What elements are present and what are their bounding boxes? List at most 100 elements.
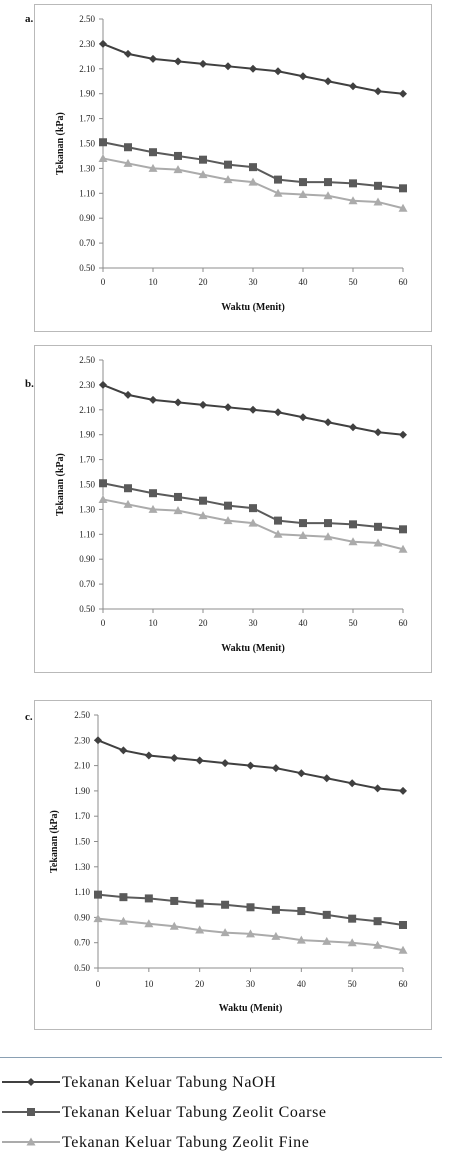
data-point bbox=[248, 177, 258, 186]
data-point bbox=[373, 197, 383, 206]
x-tick-label: 50 bbox=[349, 618, 359, 628]
legend-marker bbox=[27, 1108, 35, 1116]
data-point bbox=[124, 390, 132, 399]
y-tick-label: 1.10 bbox=[74, 887, 90, 897]
data-point bbox=[297, 907, 306, 916]
data-point bbox=[248, 518, 258, 527]
data-point bbox=[323, 191, 333, 200]
data-point bbox=[373, 538, 383, 547]
data-point bbox=[99, 380, 107, 389]
y-tick-label: 2.30 bbox=[74, 735, 90, 745]
data-point bbox=[373, 784, 382, 793]
legend-marker-zeolit-coarse bbox=[2, 1108, 60, 1116]
data-point bbox=[324, 418, 332, 427]
data-point bbox=[98, 494, 108, 503]
data-point bbox=[322, 910, 331, 919]
data-point bbox=[298, 190, 308, 199]
legend-item-zeolit-coarse: Tekanan Keluar Tabung Zeolit Coarse bbox=[0, 1098, 466, 1128]
x-tick-label: 60 bbox=[399, 618, 409, 628]
data-point bbox=[174, 151, 182, 160]
x-tick-label: 40 bbox=[297, 979, 307, 989]
data-point bbox=[299, 413, 307, 422]
y-tick-label: 0.50 bbox=[79, 263, 95, 273]
x-tick-label: 60 bbox=[399, 979, 409, 989]
data-point bbox=[174, 57, 182, 66]
chart-panel-c: c. 0.50 0.70 0.90 1.10 1.30 1.50 1.70 1.90 2.10 2… bbox=[25, 700, 432, 1030]
data-point bbox=[298, 531, 308, 540]
panel-label: c. bbox=[25, 711, 33, 723]
data-point bbox=[119, 893, 128, 902]
y-tick-label: 0.50 bbox=[79, 604, 95, 614]
data-point bbox=[274, 408, 282, 417]
data-point bbox=[198, 170, 208, 179]
data-point bbox=[199, 155, 207, 164]
data-point bbox=[271, 764, 280, 773]
data-point bbox=[246, 929, 255, 938]
y-tick-label: 0.90 bbox=[79, 213, 95, 223]
data-point bbox=[399, 184, 407, 193]
y-tick-label: 2.10 bbox=[79, 405, 95, 415]
y-tick-label: 1.50 bbox=[79, 139, 95, 149]
data-point bbox=[174, 398, 182, 407]
x-tick-label: 20 bbox=[199, 618, 209, 628]
data-point bbox=[118, 916, 128, 925]
y-tick-label: 0.90 bbox=[79, 554, 95, 564]
data-point bbox=[221, 900, 230, 909]
y-tick-label: 0.50 bbox=[74, 963, 90, 973]
data-point bbox=[99, 479, 107, 488]
data-point bbox=[349, 82, 357, 91]
legend: Tekanan Keluar Tabung NaOH Tekanan Kelua… bbox=[0, 1068, 466, 1158]
data-point bbox=[347, 938, 357, 947]
x-tick-label: 0 bbox=[96, 979, 101, 989]
data-point bbox=[399, 525, 407, 534]
data-point bbox=[374, 87, 382, 96]
data-point bbox=[195, 899, 204, 908]
line-chart-c: 0.50 0.70 0.90 1.10 1.30 1.50 1.70 1.90 2.10 2.30… bbox=[49, 710, 409, 1014]
y-tick-label: 1.70 bbox=[79, 455, 95, 465]
data-point bbox=[297, 769, 306, 778]
data-point bbox=[124, 484, 132, 493]
y-tick-label: 0.70 bbox=[79, 579, 95, 589]
data-point bbox=[224, 160, 232, 169]
y-tick-label: 2.30 bbox=[79, 39, 95, 49]
data-point bbox=[299, 72, 307, 81]
x-tick-label: 20 bbox=[195, 979, 205, 989]
data-point bbox=[322, 936, 332, 945]
data-point bbox=[148, 163, 158, 172]
chart-panel-a: a. 0.50 0.70 0.90 1.10 1.30 1.50 1.70 1.90 2.10 2… bbox=[25, 4, 432, 332]
legend-label: Tekanan Keluar Tabung NaOH bbox=[62, 1074, 277, 1091]
x-tick-label: 0 bbox=[101, 618, 106, 628]
y-tick-label: 2.50 bbox=[74, 710, 90, 720]
data-point bbox=[274, 67, 282, 76]
data-point bbox=[274, 175, 282, 184]
x-tick-label: 40 bbox=[299, 618, 309, 628]
data-point bbox=[324, 519, 332, 528]
y-tick-label: 1.70 bbox=[74, 811, 90, 821]
y-tick-label: 0.90 bbox=[74, 912, 90, 922]
data-point bbox=[170, 754, 179, 763]
data-point bbox=[144, 894, 153, 903]
data-point bbox=[198, 511, 208, 520]
data-point bbox=[246, 903, 255, 912]
data-point bbox=[170, 896, 179, 905]
y-tick-label: 1.70 bbox=[79, 114, 95, 124]
data-point bbox=[224, 501, 232, 510]
y-tick-label: 1.30 bbox=[79, 163, 95, 173]
data-point bbox=[299, 519, 307, 528]
data-point bbox=[374, 428, 382, 437]
x-tick-label: 0 bbox=[101, 277, 106, 287]
y-tick-label: 1.50 bbox=[74, 837, 90, 847]
y-tick-label: 0.70 bbox=[79, 238, 95, 248]
data-point bbox=[323, 532, 333, 541]
line-chart-b: 0.50 0.70 0.90 1.10 1.30 1.50 1.70 1.90 2.10 2.30… bbox=[55, 355, 409, 654]
data-point bbox=[348, 914, 357, 923]
legend-marker bbox=[26, 1137, 36, 1146]
data-point bbox=[349, 520, 357, 529]
data-point bbox=[93, 914, 103, 923]
data-point bbox=[99, 39, 107, 48]
data-point bbox=[149, 54, 157, 63]
data-point bbox=[398, 203, 408, 212]
panel-label: b. bbox=[25, 378, 34, 390]
data-point bbox=[322, 774, 331, 783]
chart-panel-b: b. 0.50 0.70 0.90 1.10 1.30 1.50 1.70 1.90 2.10 2… bbox=[25, 345, 432, 673]
